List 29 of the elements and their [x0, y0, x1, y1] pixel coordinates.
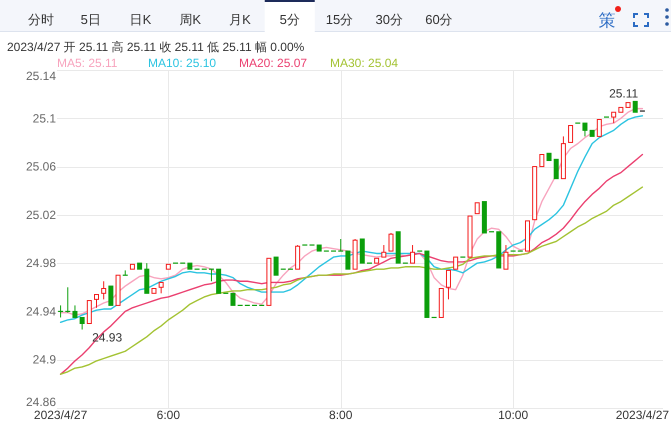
- text: MA10: 25.10: [148, 56, 216, 70]
- text: 60分: [425, 12, 453, 27]
- x-tick-label: 8:00: [329, 408, 353, 422]
- y-tick-label: 24.98: [26, 256, 56, 270]
- y-tick-label: 24.9: [32, 352, 56, 367]
- text: MA30: 25.04: [330, 56, 398, 70]
- y-tick-label: 25.06: [26, 160, 56, 174]
- text: 周K: [179, 12, 202, 27]
- text: 月K: [229, 12, 252, 27]
- y-tick-label: 25.14: [26, 69, 56, 83]
- y-tick-label: 24.94: [26, 304, 56, 318]
- text: 2023/4/27 开 25.11 高 25.11 收 25.11 低 25.11 幅 0.00%: [7, 40, 305, 54]
- annotation: 25.11: [609, 86, 639, 100]
- x-tick-label: 2023/4/27: [616, 408, 670, 422]
- text: 日K: [130, 12, 152, 27]
- text: 5日: [80, 12, 101, 27]
- text: MA5: 25.11: [57, 56, 118, 70]
- text: 15分: [326, 12, 354, 27]
- x-tick-label: 10:00: [498, 408, 528, 422]
- text: 30分: [376, 12, 403, 27]
- text: MA20: 25.07: [239, 56, 308, 70]
- text: 策: [598, 11, 616, 30]
- text: 5分: [280, 12, 300, 27]
- y-tick-label: 25.1: [32, 111, 56, 126]
- text: 分时: [28, 12, 54, 27]
- y-tick-label: 25.02: [26, 208, 56, 222]
- x-tick-label: 2023/4/27: [34, 408, 88, 422]
- y-tick-label: 24.86: [26, 395, 56, 409]
- x-tick-label: 6:00: [156, 408, 180, 422]
